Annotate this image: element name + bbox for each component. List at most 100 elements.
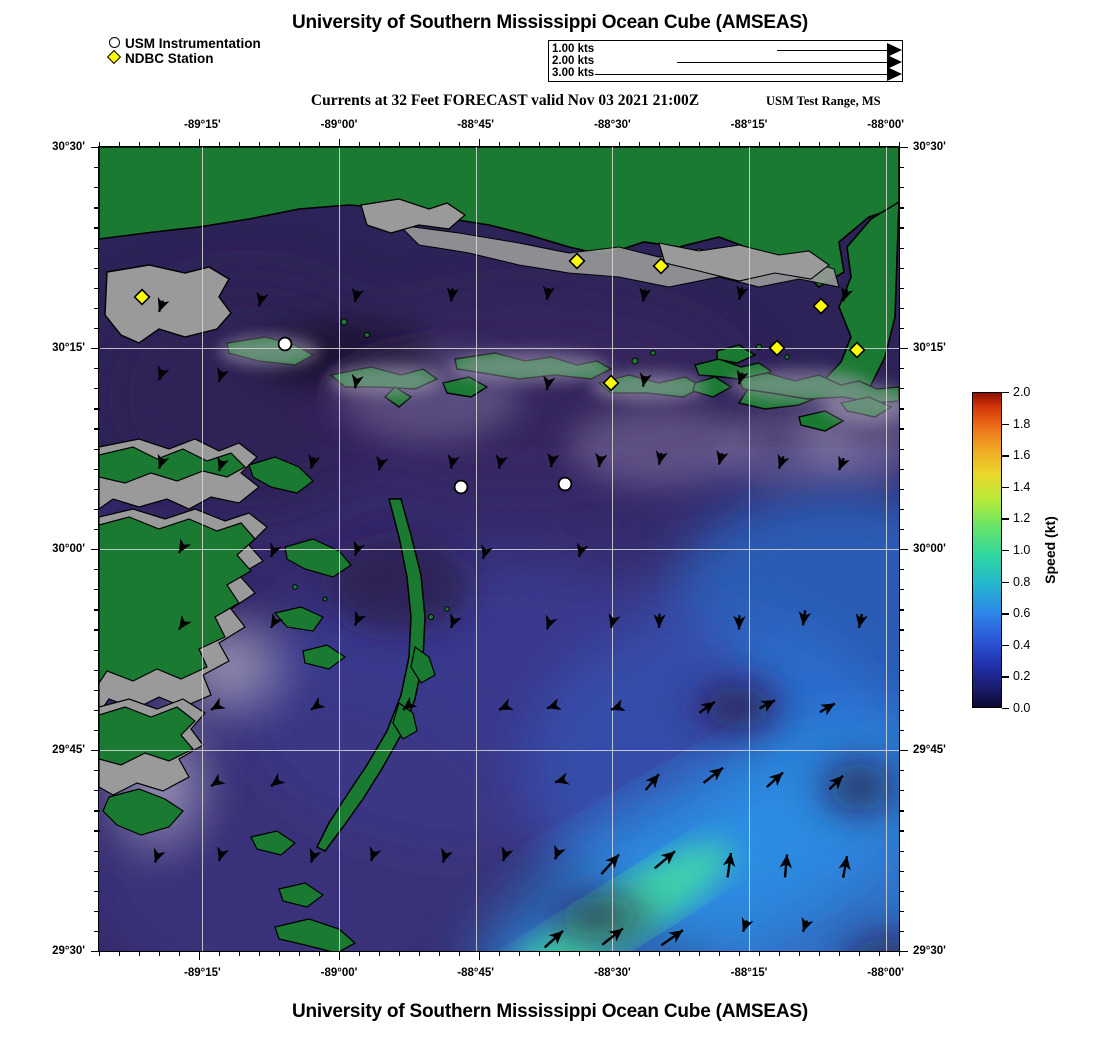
axis-tick-major [339,138,341,148]
current-vector-arrow [351,373,364,389]
axis-tick-minor [898,448,904,450]
current-vector-arrow [554,772,570,785]
current-vector-arrow [447,454,460,469]
axis-tick-minor [399,950,401,956]
axis-tick-minor [599,142,601,148]
current-vector-arrow [157,297,170,313]
vector-key-label: 1.00 kts [552,42,596,56]
map-plot-area[interactable]: -89°15' -89°15' -89°00' -89°00' -88°45' -88°4… [52,119,946,979]
axis-tick-minor [94,910,100,913]
axis-tick-minor [94,167,100,169]
current-vector-arrow [600,853,620,875]
colorbar-tick-label: 1.0 [1013,543,1031,557]
current-vectors-overlay [133,252,868,949]
axis-tick-minor [119,950,121,956]
current-vector-arrow [644,773,660,791]
axis-tick-minor [799,142,801,148]
axis-tick-minor [459,950,461,956]
axis-tick-minor [898,669,904,671]
current-vector-arrow [210,773,226,788]
axis-tick-minor [898,307,904,310]
axis-tick-minor [898,790,904,792]
usm-instrumentation-marker[interactable] [277,336,293,352]
current-vector-arrow [841,286,854,302]
current-vector-arrow [353,540,366,556]
axis-tick-minor [94,247,100,249]
current-vector-arrow [446,287,460,302]
current-vector-arrow [837,455,850,471]
axis-tick-minor [898,187,904,189]
axis-tick-minor [159,142,161,148]
current-vector-arrow [801,916,814,933]
axis-tick-minor [879,142,881,148]
axis-tick-minor [639,142,641,148]
axis-tick-minor [94,930,100,933]
colorbar-tick [1002,581,1009,583]
axis-tick-minor [439,142,441,148]
current-vector-arrow [501,846,514,862]
axis-tick-minor [759,142,761,148]
axis-tick-minor [898,830,904,832]
lon-tick-label-bottom: -88°45' [457,967,494,979]
current-vector-arrow [655,450,668,465]
ndbc-station-marker[interactable] [848,341,866,359]
colorbar-tick [1002,644,1009,647]
axis-tick-minor [459,142,461,148]
lon-tick-label-top: -88°45' [457,119,494,131]
axis-tick-minor [899,142,901,148]
axis-tick-minor [179,950,181,956]
colorbar-tick-label: 0.4 [1013,637,1031,652]
current-vector-arrow [610,699,626,712]
axis-tick-minor [94,609,100,611]
axis-tick-major [199,138,201,148]
lon-tick-label-bottom: -88°15' [730,967,768,979]
axis-tick-minor [898,368,904,370]
lat-tick-label-left: 29°30' [52,945,85,957]
axis-tick-minor [898,850,904,852]
lat-tick-label-left: 30°15' [52,342,85,354]
axis-tick-minor [759,950,761,956]
ndbc-station-marker[interactable] [568,252,586,270]
ndbc-station-marker[interactable] [133,288,151,306]
ndbc-station-marker[interactable] [812,297,830,315]
axis-tick-minor [419,950,421,956]
axis-tick-minor [94,187,100,189]
axis-tick-minor [179,142,181,148]
axis-tick-minor [299,950,301,956]
current-vector-arrow [546,698,562,710]
usm-instrumentation-marker[interactable] [453,479,469,495]
axis-tick-minor [898,428,904,430]
current-vector-arrow [210,697,226,711]
axis-tick-minor [898,729,904,732]
axis-tick-minor [898,468,904,470]
current-vector-arrow [716,449,729,465]
axis-tick-minor [219,950,221,956]
current-vector-arrow [855,613,868,629]
axis-tick-minor [379,142,381,148]
axis-tick-minor [898,207,904,209]
axis-tick-minor [898,488,904,490]
usm-instrumentation-marker[interactable] [557,476,573,492]
current-vector-arrow [736,285,749,301]
current-vector-arrow [828,774,844,791]
vector-key-row: 3.00 kts [549,66,902,81]
ndbc-station-marker[interactable] [602,374,620,392]
axis-tick-major [898,147,908,149]
current-vector-arrow [759,699,776,712]
axis-tick-major [90,750,100,752]
axis-tick-minor [619,950,621,956]
axis-tick-major [898,549,908,551]
axis-tick-minor [379,950,381,956]
axis-tick-minor [898,589,904,591]
current-vector-arrow [553,844,566,860]
colorbar-tick [1002,455,1009,457]
current-vector-arrow [269,613,284,629]
vector-shaft [777,50,887,51]
colorbar-tick-label: 1.6 [1013,448,1031,463]
ndbc-station-marker[interactable] [652,257,670,275]
axis-tick-minor [839,142,841,148]
colorbar-tick-label: 0.6 [1013,606,1031,621]
ndbc-station-marker[interactable] [768,339,786,357]
lon-tick-label-top: -88°15' [730,119,768,131]
axis-tick-minor [839,950,841,956]
